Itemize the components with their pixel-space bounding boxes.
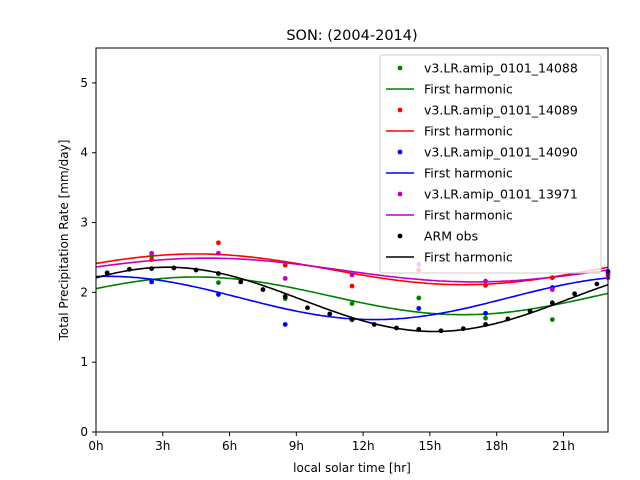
x-tick-label: 9h	[289, 439, 304, 453]
data-point	[349, 317, 355, 322]
data-point	[282, 294, 288, 299]
data-point	[460, 326, 466, 332]
data-point	[549, 287, 555, 292]
data-point	[371, 322, 377, 327]
data-point	[149, 250, 155, 256]
data-point	[260, 287, 266, 292]
plot-frame	[95, 47, 609, 433]
data-point	[394, 325, 399, 331]
data-point	[349, 272, 355, 278]
data-point	[483, 278, 488, 284]
legend-series-label: v3.LR.amip_0101_14090	[424, 145, 578, 160]
data-point	[416, 295, 422, 301]
x-tick-label: 15h	[418, 439, 441, 453]
y-tick-label: 0	[80, 425, 88, 439]
data-point	[483, 315, 488, 321]
data-point	[549, 300, 555, 306]
data-point	[282, 322, 288, 327]
data-point	[282, 276, 288, 281]
data-point	[104, 270, 110, 276]
data-point	[216, 292, 221, 297]
data-point	[305, 305, 310, 311]
y-tick-label: 5	[80, 76, 88, 90]
data-point	[483, 282, 488, 288]
x-tick-label: 0h	[88, 439, 103, 453]
data-point	[349, 301, 355, 306]
legend-marker	[397, 191, 403, 197]
data-point	[349, 283, 355, 289]
data-point	[527, 308, 533, 314]
x-axis-label: local solar time [hr]	[293, 461, 411, 475]
y-tick-label: 3	[80, 216, 88, 230]
x-tick-label: 18h	[485, 439, 508, 453]
legend-series-label: v3.LR.amip_0101_13971	[424, 187, 578, 202]
y-axis: 0 1 2 3 4 5	[80, 76, 96, 439]
data-point	[438, 328, 444, 334]
harmonic-fit-line	[95, 257, 609, 283]
data-point	[216, 271, 221, 276]
plot-area	[95, 240, 611, 334]
legend-fit-label: First harmonic	[424, 124, 513, 139]
data-point	[193, 267, 199, 273]
legend-fit-label: First harmonic	[424, 166, 513, 181]
x-tick-label: 6h	[222, 439, 237, 453]
legend-series-label: ARM obs	[424, 229, 478, 244]
data-point	[572, 291, 578, 297]
legend: v3.LR.amip_0101_14088 First harmonic v3.LR…	[379, 54, 602, 274]
data-point	[327, 311, 333, 317]
data-point	[282, 262, 288, 268]
data-point	[149, 266, 155, 272]
data-point	[483, 322, 488, 327]
data-point	[594, 281, 600, 287]
data-point	[126, 266, 132, 272]
data-point	[483, 310, 488, 316]
x-axis: 0h 3h 6h 9h 12h 15h 18h 21h	[88, 432, 575, 453]
data-point	[149, 257, 155, 262]
legend-fit-label: First harmonic	[424, 250, 513, 265]
legend-series-label: v3.LR.amip_0101_14089	[424, 103, 578, 118]
data-point	[216, 280, 221, 285]
legend-marker	[397, 65, 403, 71]
data-point	[171, 265, 177, 271]
data-point	[238, 279, 244, 285]
x-tick-label: 3h	[155, 439, 170, 453]
data-point	[549, 275, 555, 281]
legend-marker	[397, 233, 403, 239]
data-point	[216, 240, 221, 246]
y-tick-label: 1	[80, 355, 88, 369]
data-point	[149, 279, 155, 285]
y-axis-label: Total Precipitation Rate [mm/day]	[57, 140, 71, 342]
legend-fit-label: First harmonic	[424, 82, 513, 97]
legend-marker	[397, 149, 403, 155]
data-point	[549, 317, 555, 322]
y-tick-label: 2	[80, 285, 88, 299]
data-point	[416, 306, 422, 311]
legend-marker	[397, 107, 403, 113]
x-tick-label: 21h	[552, 439, 575, 453]
chart-title: SON: (2004-2014)	[286, 28, 417, 44]
x-tick-label: 12h	[352, 439, 375, 453]
data-point	[216, 250, 221, 256]
legend-fit-label: First harmonic	[424, 208, 513, 223]
y-tick-label: 4	[80, 146, 88, 160]
data-point	[505, 316, 511, 322]
harmonic-fit-line	[95, 276, 609, 316]
legend-box	[379, 54, 602, 274]
legend-series-label: v3.LR.amip_0101_14088	[424, 61, 578, 76]
data-point	[416, 326, 422, 332]
